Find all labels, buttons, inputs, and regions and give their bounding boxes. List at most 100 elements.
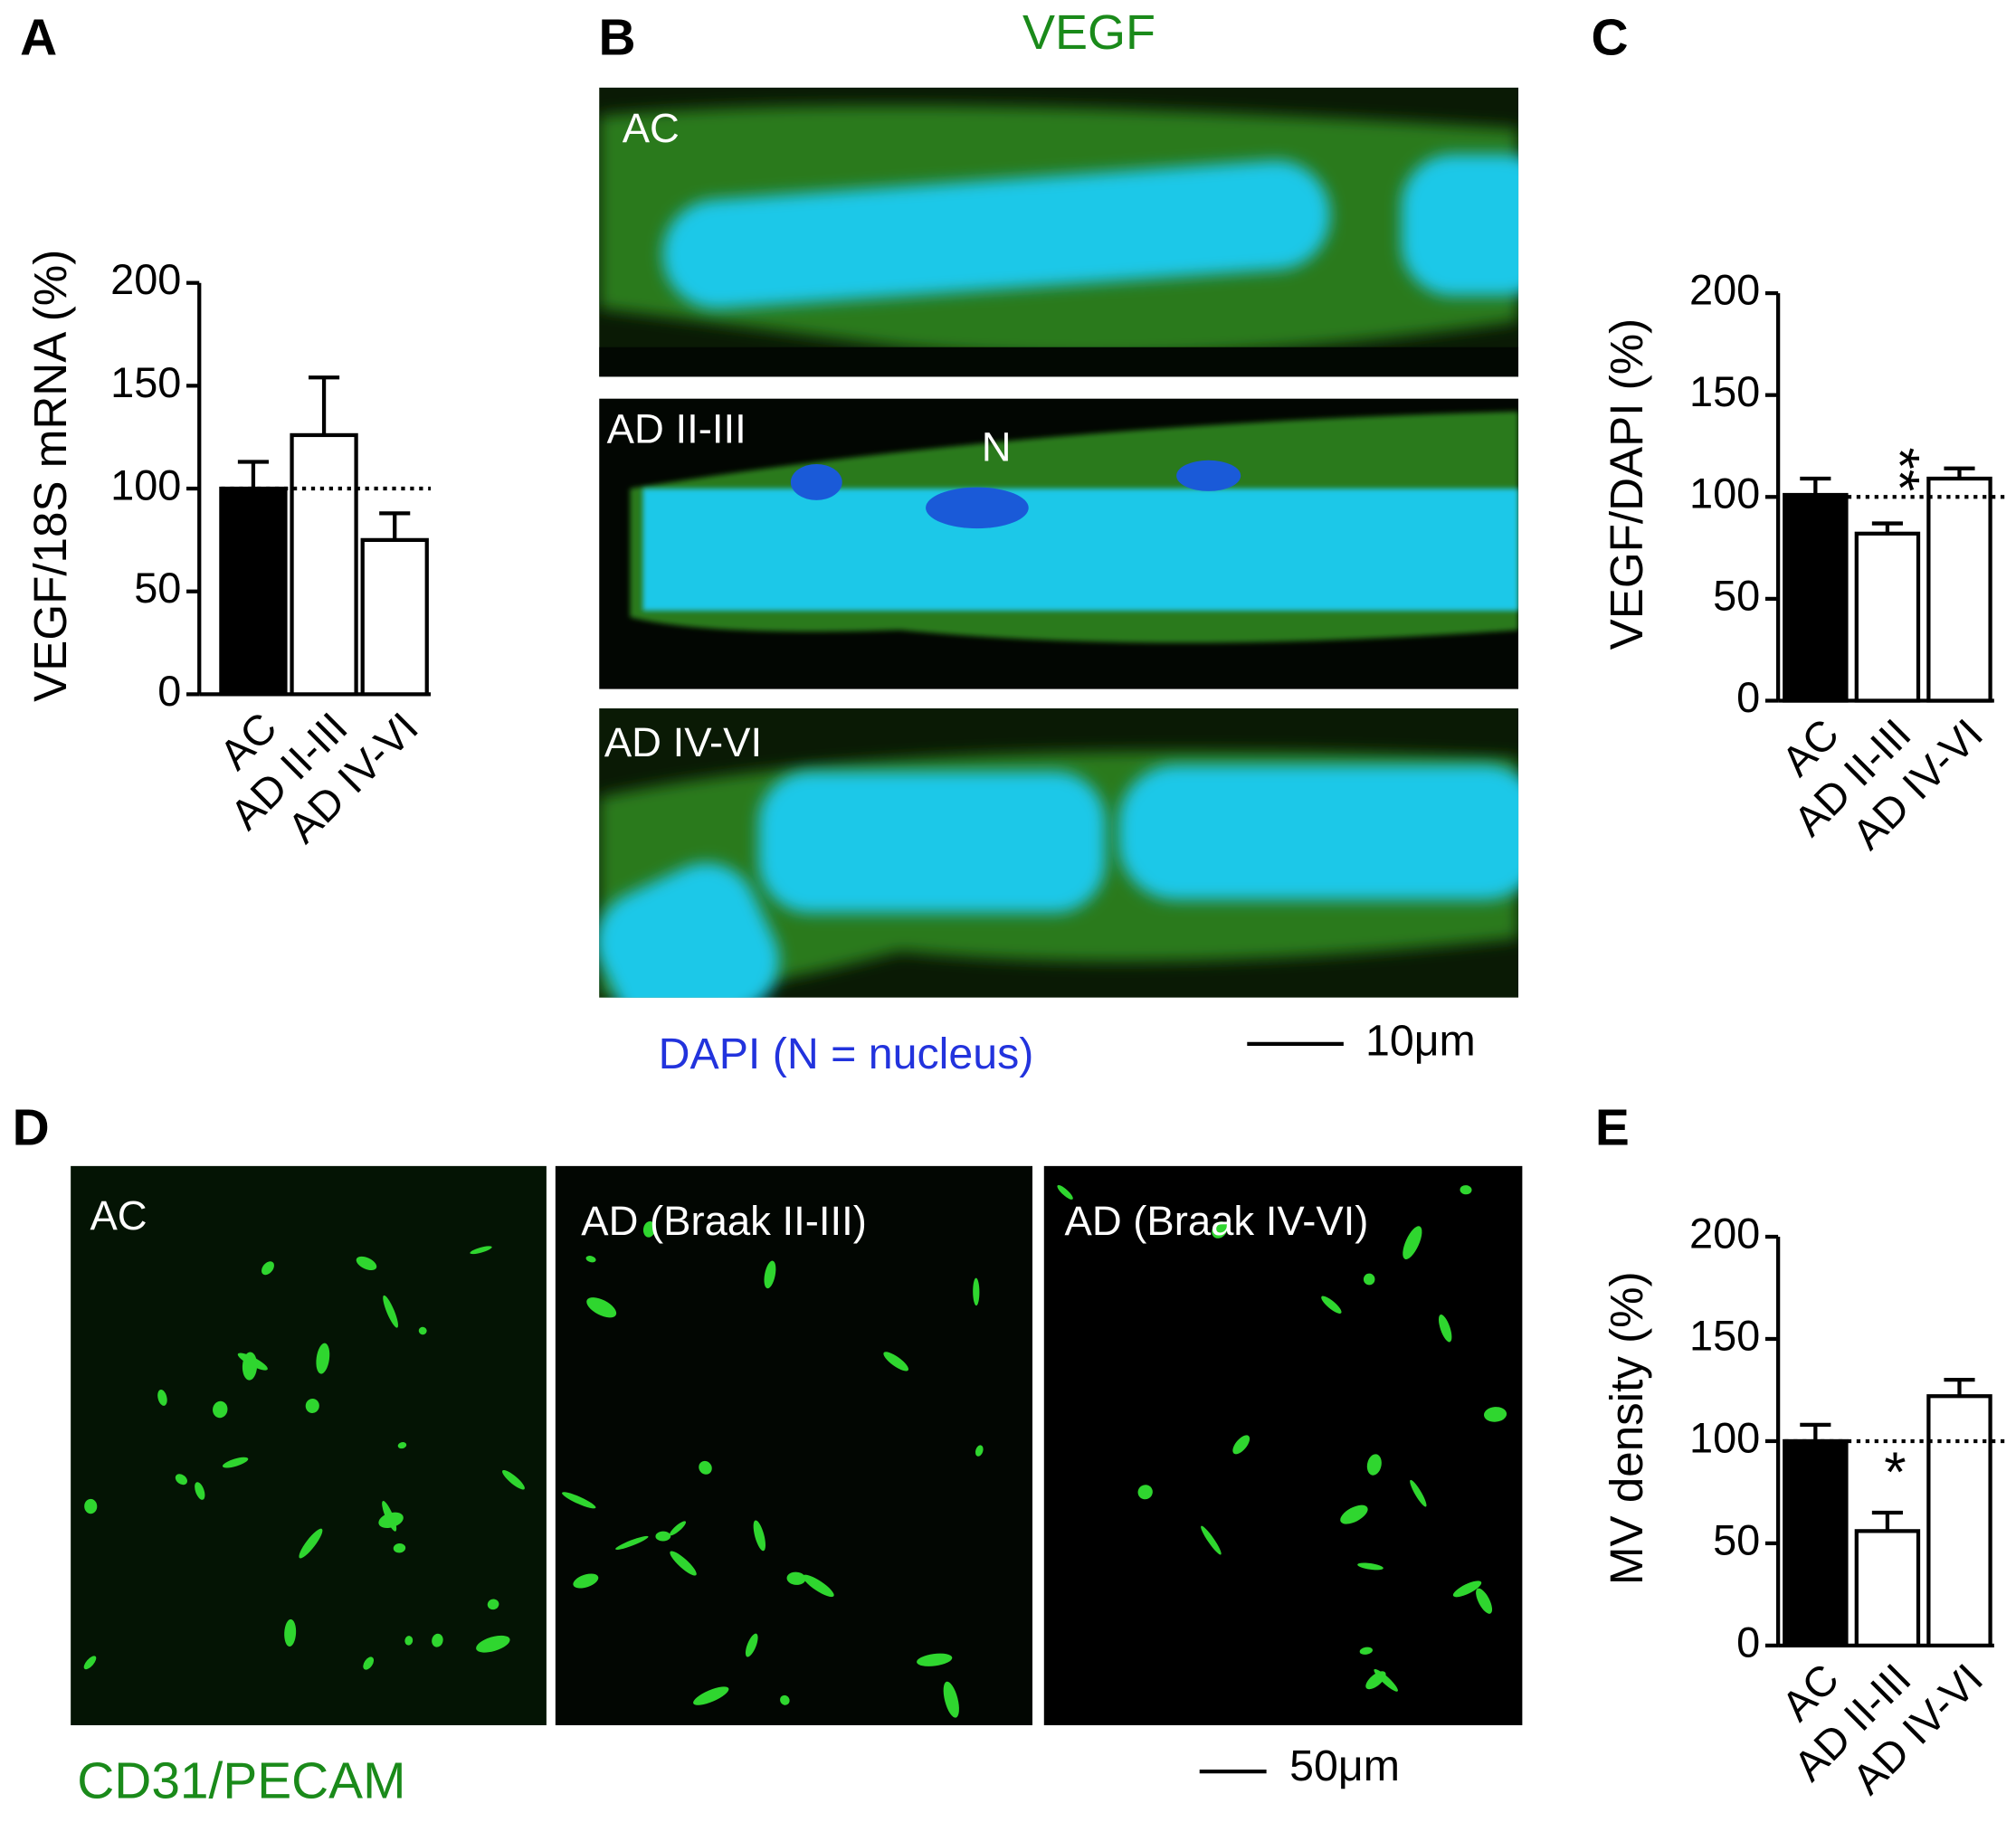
speck	[1365, 1671, 1386, 1690]
y-axis-label: MV density (%)	[1601, 1271, 1652, 1585]
image-label: AD (Braak IV-VI)	[1065, 1198, 1369, 1244]
speck	[917, 1653, 953, 1666]
bar	[1854, 1529, 1921, 1648]
significance: **	[1868, 448, 1931, 492]
speck	[383, 1295, 399, 1328]
bar	[360, 537, 429, 697]
significance: *	[1884, 1441, 1906, 1505]
speck	[470, 1246, 492, 1255]
speck	[1438, 1315, 1452, 1343]
speck	[1321, 1296, 1342, 1314]
speck	[213, 1400, 228, 1419]
speck	[1363, 1273, 1375, 1286]
speck	[195, 1482, 205, 1500]
speck	[222, 1457, 249, 1468]
speck	[262, 1261, 274, 1276]
speck	[84, 1498, 98, 1514]
speck	[585, 1256, 596, 1263]
y-tick-label: 100	[1689, 470, 1760, 517]
speck	[1460, 1185, 1472, 1195]
speck	[175, 1474, 187, 1486]
scale-bar-label: 50μm	[1289, 1742, 1400, 1790]
y-tick-label: 150	[1689, 368, 1760, 415]
speck	[1452, 1580, 1482, 1598]
speck	[83, 1656, 97, 1670]
scale-bar-label: 10μm	[1365, 1017, 1476, 1066]
y-tick-label: 200	[1689, 266, 1760, 313]
speck	[284, 1618, 297, 1647]
micrograph	[599, 87, 1519, 377]
speck	[432, 1633, 443, 1647]
speck	[378, 1512, 404, 1529]
speck	[299, 1528, 323, 1559]
speck	[670, 1521, 687, 1536]
speck	[973, 1277, 980, 1306]
speck	[975, 1445, 984, 1457]
speck	[1476, 1588, 1493, 1614]
bar	[1854, 531, 1921, 703]
micrograph-group	[71, 1165, 1523, 1725]
y-tick-label: 0	[157, 668, 181, 715]
panel-label: E	[1595, 1100, 1630, 1157]
image-label: AD IV-VI	[604, 719, 762, 765]
y-tick-label: 100	[110, 461, 181, 508]
panel-label: C	[1591, 10, 1628, 67]
speck	[670, 1551, 697, 1576]
speck	[397, 1442, 407, 1449]
speck	[1359, 1647, 1373, 1655]
speck	[476, 1635, 510, 1653]
panel-label: D	[13, 1100, 50, 1157]
stain-label: CD31/PECAM	[77, 1752, 405, 1809]
speck	[1232, 1435, 1250, 1455]
speck	[693, 1686, 729, 1705]
y-tick-label: 50	[1713, 1516, 1760, 1563]
speck	[363, 1656, 375, 1670]
speck	[562, 1492, 596, 1509]
speck	[615, 1535, 649, 1550]
y-tick-label: 100	[1689, 1414, 1760, 1461]
speck	[305, 1398, 319, 1413]
speck	[803, 1574, 834, 1598]
y-tick-label: 150	[1689, 1312, 1760, 1359]
image-label: AC	[623, 105, 680, 151]
image-label: AC	[90, 1192, 147, 1239]
micrograph	[599, 398, 1519, 689]
speck	[1201, 1525, 1222, 1555]
y-tick-label: 200	[110, 256, 181, 303]
image-label: AD II-III	[607, 406, 746, 452]
speck	[356, 1256, 377, 1271]
bar	[1926, 1394, 1992, 1648]
speck	[404, 1636, 414, 1646]
y-tick-label: 150	[110, 359, 181, 406]
speck	[487, 1599, 499, 1610]
y-tick-label: 50	[1713, 572, 1760, 619]
speck	[642, 1220, 656, 1238]
speck	[573, 1573, 599, 1589]
y-tick-label: 0	[1736, 674, 1760, 721]
stain-label: DAPI (N = nucleus)	[659, 1030, 1034, 1078]
bar	[1926, 476, 1992, 703]
y-axis-label: VEGF/18S mRNA (%)	[24, 250, 76, 702]
speck	[1340, 1505, 1368, 1524]
speck	[1057, 1184, 1073, 1200]
speck	[753, 1520, 766, 1552]
speck	[157, 1390, 167, 1406]
speck	[786, 1571, 806, 1585]
speck	[780, 1694, 790, 1705]
image-title: VEGF	[1022, 5, 1155, 60]
speck	[502, 1469, 525, 1490]
speck	[883, 1352, 909, 1372]
speck	[1212, 1221, 1228, 1239]
bar	[290, 432, 358, 697]
speck	[655, 1531, 671, 1542]
y-tick-label: 0	[1736, 1618, 1760, 1666]
speck	[1366, 1454, 1382, 1476]
speck	[764, 1260, 776, 1289]
speck	[1410, 1479, 1427, 1507]
micrograph	[599, 708, 1519, 998]
speck	[316, 1343, 330, 1374]
speck	[1483, 1407, 1507, 1422]
speck	[418, 1326, 427, 1335]
bar	[1783, 492, 1849, 703]
image-label: AD (Braak II-III)	[581, 1198, 867, 1244]
